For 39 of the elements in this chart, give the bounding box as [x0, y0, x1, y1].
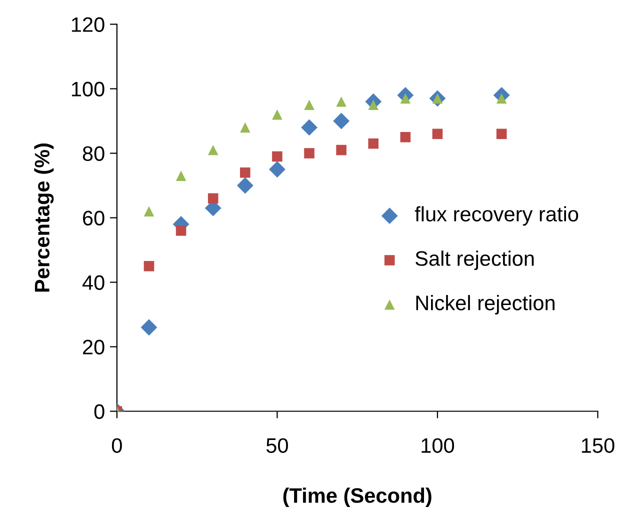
point: [432, 128, 443, 140]
y-tick-label: 60: [83, 210, 104, 226]
point: [208, 144, 218, 156]
point: [272, 151, 282, 162]
y-tick-label: 0: [94, 404, 104, 420]
x-tick-label: 150: [582, 438, 614, 453]
point: [208, 193, 218, 204]
point: [176, 170, 186, 181]
x-tick-label: 50: [266, 438, 288, 453]
y-tick-label: 100: [72, 82, 104, 97]
legend-label: Nickel rejection: [416, 295, 554, 314]
y-axis-title: Percentage (%): [34, 144, 54, 292]
x-tick-label: 0: [112, 438, 122, 453]
point: [304, 148, 314, 158]
point: [368, 138, 379, 149]
point: [144, 206, 154, 216]
point: [272, 109, 282, 120]
point: [176, 226, 186, 236]
point: [140, 319, 158, 336]
y-tick-label: 20: [83, 340, 104, 355]
x-axis-title: (Time (Second): [283, 488, 432, 508]
x-tick-label: 100: [422, 438, 454, 453]
y-tick-label: 40: [82, 275, 104, 290]
point: [333, 112, 350, 130]
point: [268, 161, 286, 178]
point: [336, 144, 346, 156]
y-tick-label: 80: [82, 146, 104, 162]
point: [144, 260, 154, 272]
point: [400, 132, 411, 142]
legend-label: flux recovery ratio: [414, 206, 578, 226]
point: [336, 96, 346, 107]
point: [236, 177, 254, 194]
point: [496, 128, 507, 140]
point: [240, 122, 250, 133]
point: [304, 100, 314, 110]
point: [301, 119, 318, 136]
y-tick-label: 120: [72, 17, 104, 32]
point: [240, 167, 250, 178]
legend-label: Salt rejection: [416, 250, 534, 270]
